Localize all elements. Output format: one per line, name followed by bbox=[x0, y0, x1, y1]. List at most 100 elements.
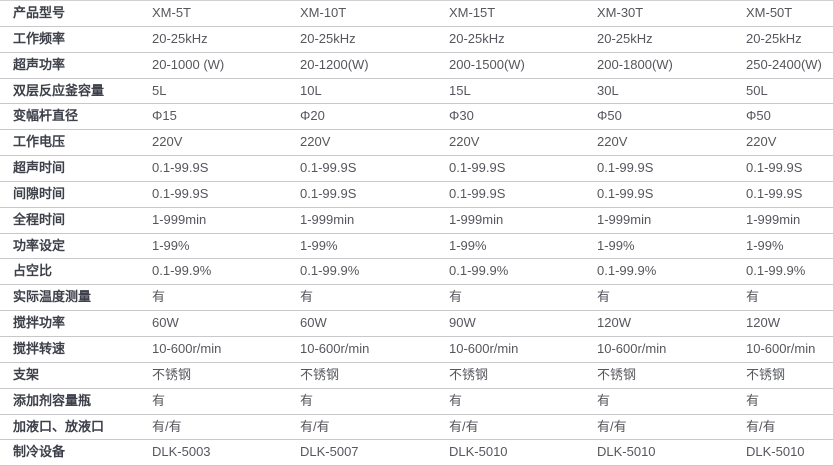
value-cell: 有 bbox=[584, 284, 733, 312]
header-label-product-model: 产品型号 bbox=[0, 0, 139, 27]
value-cell: 10-600r/min bbox=[139, 336, 287, 363]
value-cell: 有 bbox=[584, 388, 733, 415]
row-label-cell: 实际温度测量 bbox=[0, 284, 139, 312]
value-cell: 有 bbox=[733, 388, 833, 415]
table-row: 制冷设备 DLK-5003 DLK-5007 DLK-5010 DLK-5010 DLK-… bbox=[0, 439, 833, 466]
value-cell: 90W bbox=[436, 310, 584, 337]
value-cell: 15L bbox=[436, 78, 584, 105]
row-label-cell: 加液口、放液口 bbox=[0, 414, 139, 441]
table-row: 全程时间 1-999min 1-999min 1-999min 1-999min 1-99… bbox=[0, 207, 833, 234]
value-cell: 有 bbox=[733, 284, 833, 312]
table-row: 加液口、放液口 有/有 有/有 有/有 有/有 有/有 bbox=[0, 414, 833, 441]
value-cell: 10-600r/min bbox=[584, 336, 733, 363]
value-cell: 0.1-99.9S bbox=[287, 155, 436, 182]
row-label-cell: 超声功率 bbox=[0, 52, 139, 79]
row-label-cell: 工作电压 bbox=[0, 129, 139, 157]
value-cell: 0.1-99.9% bbox=[139, 258, 287, 286]
value-cell: 20-25kHz bbox=[436, 26, 584, 53]
value-cell: 1-999min bbox=[287, 207, 436, 234]
value-cell: 1-99% bbox=[139, 233, 287, 260]
header-row: 产品型号 XM-5T XM-10T XM-15T XM-30T XM-50T bbox=[0, 0, 833, 27]
row-label-cell: 添加剂容量瓶 bbox=[0, 388, 139, 415]
value-cell: 0.1-99.9S bbox=[287, 181, 436, 208]
value-cell: DLK-5010 bbox=[584, 439, 733, 466]
value-cell: 不锈钢 bbox=[733, 362, 833, 389]
value-cell: 10-600r/min bbox=[733, 336, 833, 363]
value-cell: 10-600r/min bbox=[287, 336, 436, 363]
table-row: 功率设定 1-99% 1-99% 1-99% 1-99% 1-99% bbox=[0, 233, 833, 260]
table-row: 支架 不锈钢 不锈钢 不锈钢 不锈钢 不锈钢 bbox=[0, 362, 833, 389]
table-row: 实际温度测量有有有有有 bbox=[0, 284, 833, 312]
value-cell: 200-1500(W) bbox=[436, 52, 584, 79]
header-model-xm-50t: XM-50T bbox=[733, 0, 833, 27]
value-cell: 0.1-99.9% bbox=[287, 258, 436, 286]
table-row: 变幅杆直径 Φ15 Φ20 Φ30 Φ50 Φ50 bbox=[0, 103, 833, 131]
value-cell: 20-1200(W) bbox=[287, 52, 436, 79]
value-cell: 10L bbox=[287, 78, 436, 105]
row-label-cell: 搅拌转速 bbox=[0, 336, 139, 363]
value-cell: 20-25kHz bbox=[584, 26, 733, 53]
value-cell: 200-1800(W) bbox=[584, 52, 733, 79]
value-cell: 1-99% bbox=[287, 233, 436, 260]
table-row: 工作电压 220V 220V 220V 220V 220V bbox=[0, 129, 833, 157]
value-cell: 20-1000 (W) bbox=[139, 52, 287, 79]
value-cell: 不锈钢 bbox=[436, 362, 584, 389]
value-cell: 有 bbox=[139, 388, 287, 415]
value-cell: Φ50 bbox=[733, 103, 833, 131]
table-row: 间隙时间 0.1-99.9S 0.1-99.9S 0.1-99.9S 0.1-99.9S… bbox=[0, 181, 833, 208]
header-model-xm-10t: XM-10T bbox=[287, 0, 436, 27]
value-cell: 0.1-99.9S bbox=[584, 181, 733, 208]
table-row: 添加剂容量瓶有有有有有 bbox=[0, 388, 833, 415]
value-cell: 1-99% bbox=[584, 233, 733, 260]
value-cell: 0.1-99.9S bbox=[139, 155, 287, 182]
row-label-cell: 超声时间 bbox=[0, 155, 139, 182]
value-cell: 50L bbox=[733, 78, 833, 105]
value-cell: 1-999min bbox=[139, 207, 287, 234]
value-cell: 120W bbox=[733, 310, 833, 337]
value-cell: 有 bbox=[287, 284, 436, 312]
value-cell: 0.1-99.9S bbox=[436, 155, 584, 182]
row-label-cell: 支架 bbox=[0, 362, 139, 389]
value-cell: 30L bbox=[584, 78, 733, 105]
value-cell: 220V bbox=[139, 129, 287, 157]
value-cell: 不锈钢 bbox=[139, 362, 287, 389]
value-cell: 1-999min bbox=[733, 207, 833, 234]
value-cell: 20-25kHz bbox=[139, 26, 287, 53]
table-row: 搅拌转速 10-600r/min 10-600r/min 10-600r/min 10-… bbox=[0, 336, 833, 363]
table-row: 超声功率 20-1000 (W) 20-1200(W) 200-1500(W) 200-… bbox=[0, 52, 833, 79]
value-cell: DLK-5010 bbox=[733, 439, 833, 466]
value-cell: 有/有 bbox=[584, 414, 733, 441]
value-cell: DLK-5007 bbox=[287, 439, 436, 466]
value-cell: Φ50 bbox=[584, 103, 733, 131]
value-cell: 有 bbox=[436, 284, 584, 312]
value-cell: 1-999min bbox=[436, 207, 584, 234]
table-row: 工作频率 20-25kHz 20-25kHz 20-25kHz 20-25kHz 20-2… bbox=[0, 26, 833, 53]
value-cell: 0.1-99.9% bbox=[584, 258, 733, 286]
row-label-cell: 双层反应釜容量 bbox=[0, 78, 139, 105]
value-cell: 60W bbox=[139, 310, 287, 337]
value-cell: DLK-5003 bbox=[139, 439, 287, 466]
table-row: 超声时间 0.1-99.9S 0.1-99.9S 0.1-99.9S 0.1-99.9S… bbox=[0, 155, 833, 182]
value-cell: 有/有 bbox=[287, 414, 436, 441]
value-cell: 20-25kHz bbox=[287, 26, 436, 53]
value-cell: 不锈钢 bbox=[287, 362, 436, 389]
row-label-cell: 制冷设备 bbox=[0, 439, 139, 466]
value-cell: 220V bbox=[436, 129, 584, 157]
row-label-cell: 变幅杆直径 bbox=[0, 103, 139, 131]
value-cell: 有 bbox=[287, 388, 436, 415]
value-cell: 10-600r/min bbox=[436, 336, 584, 363]
value-cell: 220V bbox=[287, 129, 436, 157]
value-cell: 不锈钢 bbox=[584, 362, 733, 389]
value-cell: 20-25kHz bbox=[733, 26, 833, 53]
value-cell: 有/有 bbox=[139, 414, 287, 441]
row-label-cell: 搅拌功率 bbox=[0, 310, 139, 337]
value-cell: 有/有 bbox=[436, 414, 584, 441]
value-cell: Φ30 bbox=[436, 103, 584, 131]
row-label-cell: 占空比 bbox=[0, 258, 139, 286]
value-cell: 120W bbox=[584, 310, 733, 337]
value-cell: 有/有 bbox=[733, 414, 833, 441]
header-model-xm-15t: XM-15T bbox=[436, 0, 584, 27]
value-cell: 1-99% bbox=[436, 233, 584, 260]
